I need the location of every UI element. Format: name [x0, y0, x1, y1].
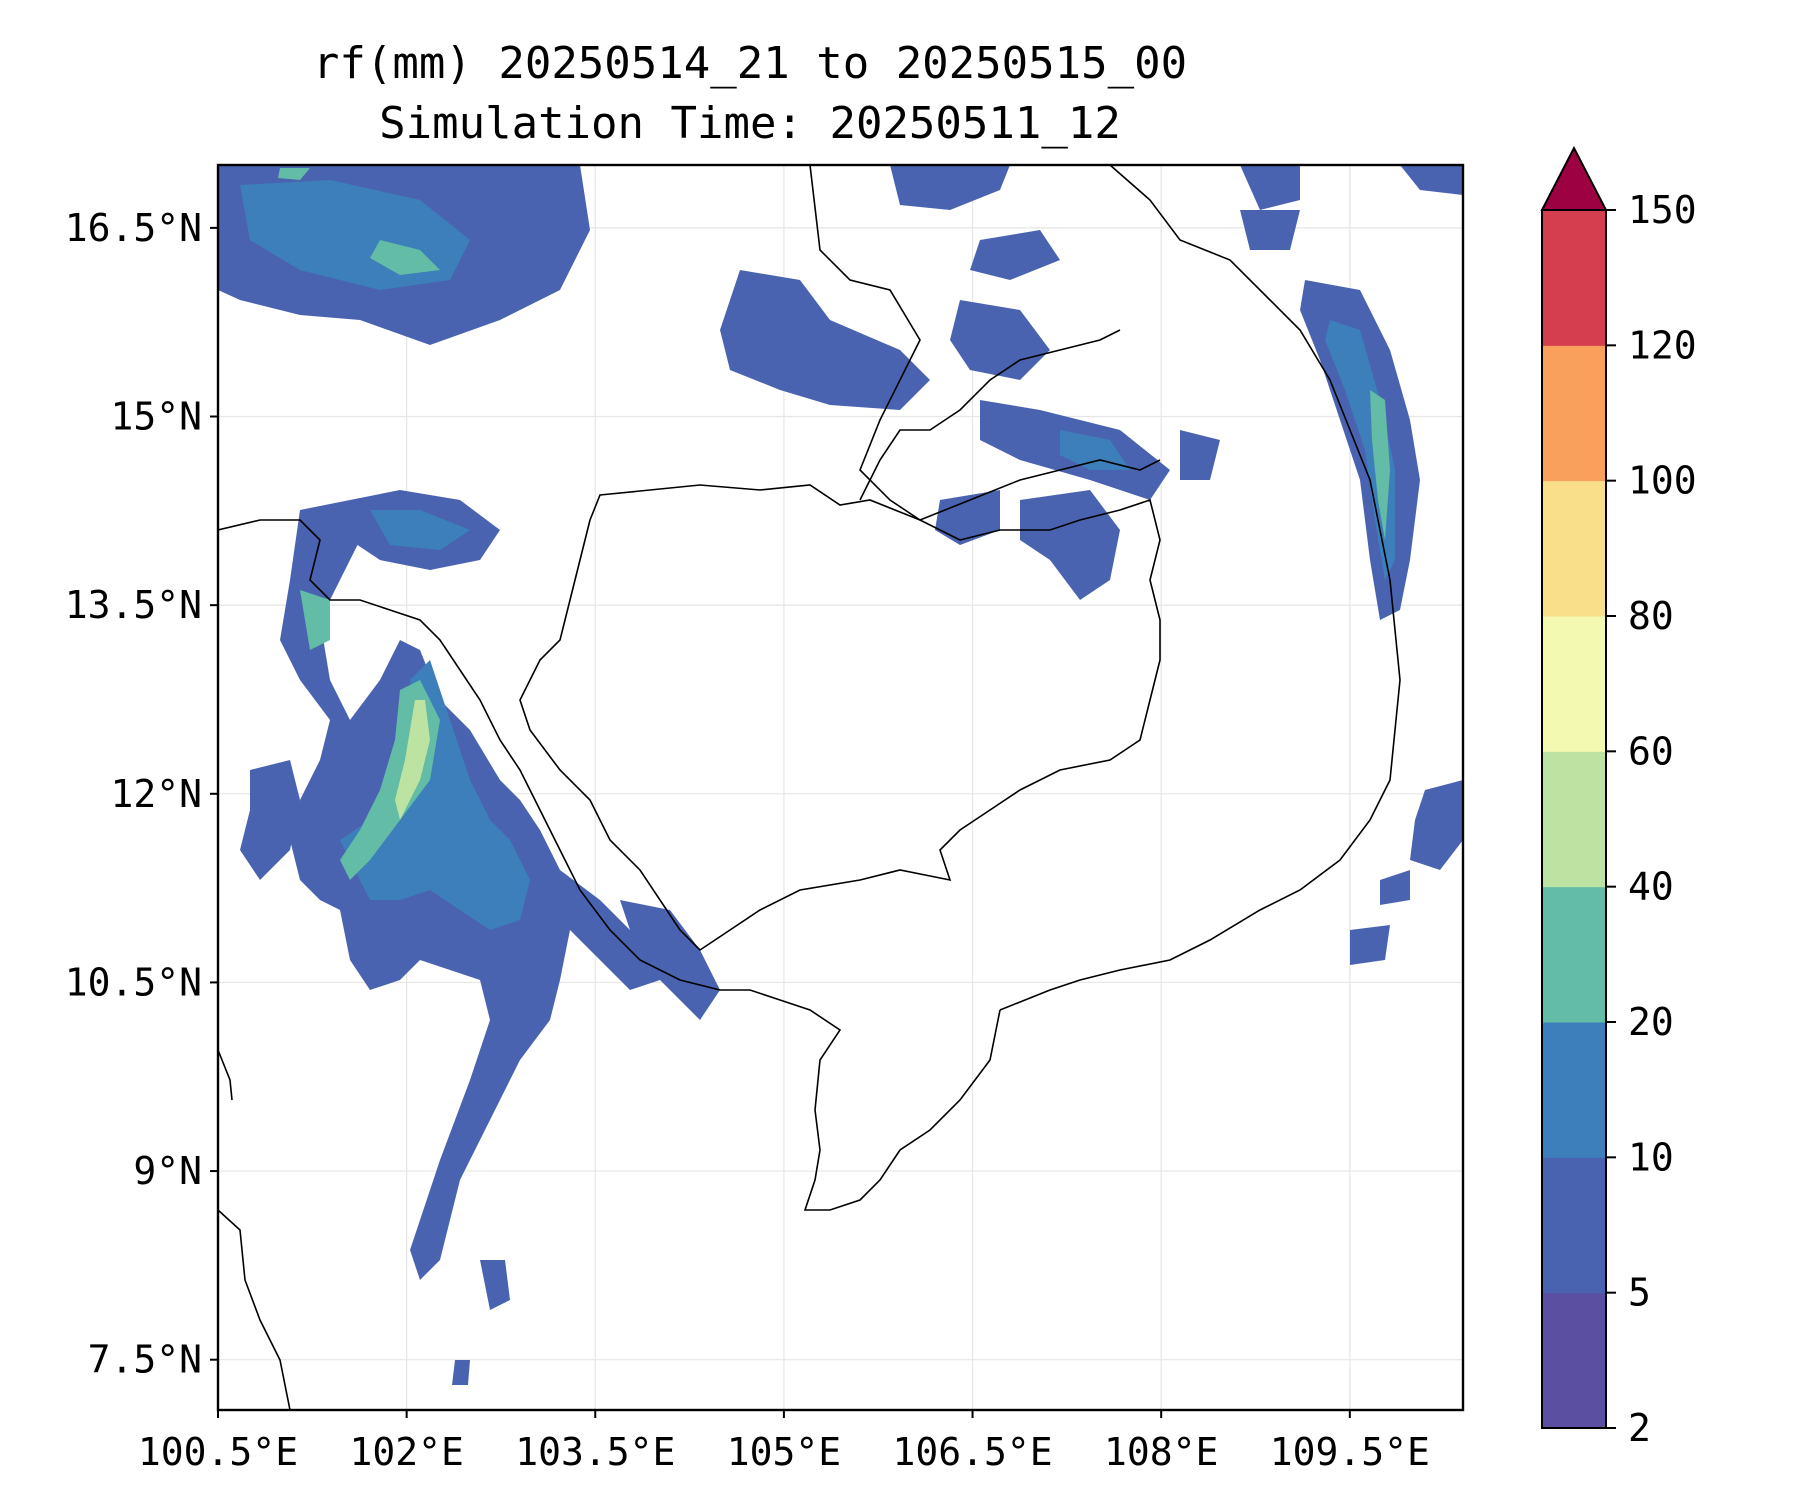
colorbar-extend-arrow [1540, 145, 1608, 211]
coastline [218, 1209, 291, 1410]
x-tick-label: 108°E [1104, 1430, 1218, 1474]
colorbar-tick-label: 120 [1628, 323, 1697, 367]
coastline [720, 989, 1001, 1211]
rain-area [452, 1360, 470, 1385]
colorbar: 2 5 10 20 40 60 80 100 120 150 [1540, 145, 1697, 1450]
colorbar-tick-label: 100 [1628, 459, 1697, 503]
y-axis-ticks: 16.5°N 15°N 13.5°N 12°N 10.5°N 9°N 7.5°N [65, 206, 218, 1382]
rain-area [970, 230, 1060, 280]
map-frame [216, 163, 1465, 1412]
y-tick-label: 10.5°N [65, 960, 202, 1004]
colorbar-band [1542, 210, 1606, 346]
colorbar-tick-label: 150 [1628, 188, 1697, 232]
y-tick-label: 12°N [110, 772, 202, 816]
colorbar-tick-label: 80 [1628, 594, 1674, 638]
rainfall-field [218, 165, 1463, 1385]
rain-area [1060, 430, 1130, 470]
rain-area [1180, 430, 1220, 480]
x-axis-ticks: 100.5°E 102°E 103.5°E 105°E 106.5°E 108°E 109.… [138, 1410, 1430, 1474]
rain-area [1240, 210, 1300, 250]
x-tick-label: 109.5°E [1270, 1430, 1430, 1474]
coastlines-borders [218, 165, 1401, 1410]
rain-area [950, 300, 1050, 380]
rain-area [300, 590, 330, 650]
rain-area [240, 760, 300, 880]
rain-area [935, 490, 1000, 545]
colorbar-band [1542, 886, 1606, 1023]
rain-area [340, 660, 530, 930]
y-tick-label: 7.5°N [88, 1338, 202, 1382]
border-line [859, 329, 1121, 501]
coastline [218, 1049, 233, 1101]
map-title: rf(mm) 20250514_21 to 20250515_00 [312, 38, 1188, 89]
rain-area [1380, 870, 1410, 905]
colorbar-band [1542, 1022, 1606, 1158]
coastline [999, 165, 1401, 1011]
colorbar-band [1542, 480, 1606, 617]
rain-area [278, 168, 310, 180]
rain-area [720, 270, 930, 410]
rain-area [1350, 925, 1390, 965]
border-line [519, 484, 1161, 952]
colorbar-tick-label: 10 [1628, 1135, 1674, 1179]
rain-area [480, 1260, 510, 1310]
colorbar-band [1542, 1292, 1606, 1429]
rain-area [1240, 165, 1300, 210]
rain-area [890, 165, 1010, 210]
rain-area [1400, 165, 1463, 195]
y-tick-label: 9°N [133, 1149, 202, 1193]
x-tick-label: 103.5°E [515, 1430, 675, 1474]
rain-area [1410, 780, 1463, 870]
y-tick-label: 16.5°N [65, 206, 202, 250]
rain-area [370, 240, 440, 275]
colorbar-tick-label: 2 [1628, 1406, 1651, 1450]
border-line [809, 165, 1161, 521]
colorbar-tick-label: 60 [1628, 729, 1674, 773]
colorbar-band [1542, 1157, 1606, 1294]
x-tick-label: 100.5°E [138, 1430, 298, 1474]
map-subtitle: Simulation Time: 20250511_12 [379, 98, 1121, 149]
rain-area [1370, 390, 1390, 540]
rain-area [620, 900, 720, 1020]
rain-area [395, 700, 430, 820]
colorbar-band [1542, 616, 1606, 752]
x-tick-label: 106.5°E [892, 1430, 1052, 1474]
colorbar-band [1542, 345, 1606, 482]
x-tick-label: 102°E [349, 1430, 463, 1474]
rain-area [370, 510, 470, 550]
colorbar-tick-label: 5 [1628, 1271, 1651, 1315]
colorbar-tick-label: 40 [1628, 865, 1674, 909]
y-tick-label: 15°N [110, 395, 202, 439]
colorbar-frame [1541, 209, 1607, 1429]
rain-area [1020, 490, 1120, 600]
y-tick-label: 13.5°N [65, 583, 202, 627]
colorbar-tick-label: 20 [1628, 1000, 1674, 1044]
coastline [218, 519, 721, 991]
x-tick-label: 105°E [727, 1430, 841, 1474]
colorbar-band [1542, 751, 1606, 888]
